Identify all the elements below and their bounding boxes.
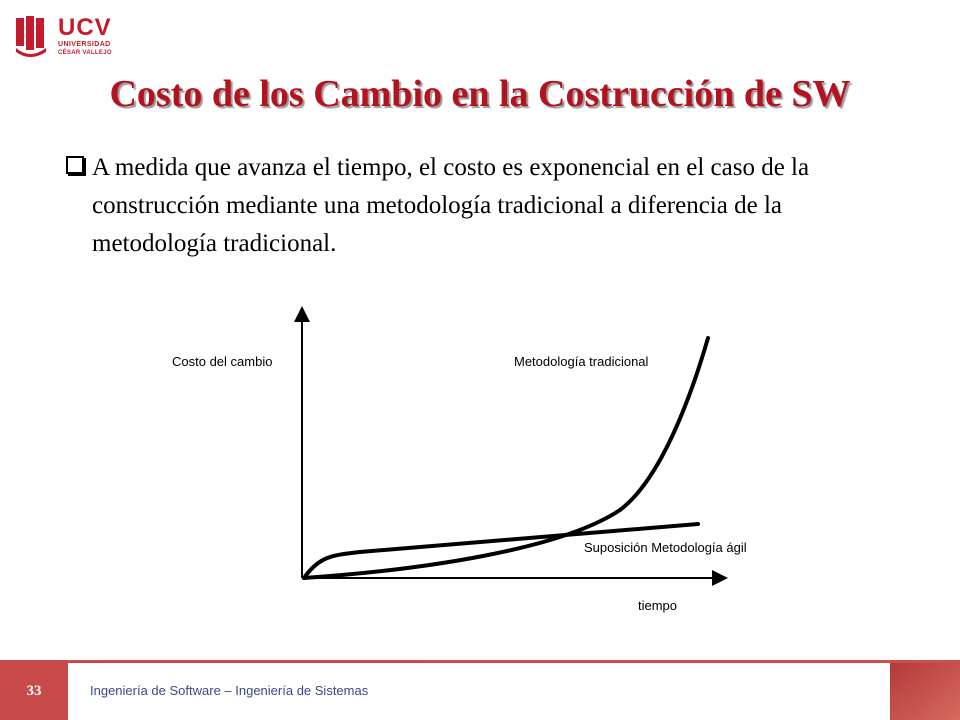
ucv-shield-icon — [16, 16, 46, 57]
x-axis-label: tiempo — [638, 598, 677, 613]
checkbox-bullet-icon — [66, 156, 84, 174]
cost-of-change-chart: Costo del cambio tiempo Metodología trad… — [172, 306, 747, 613]
logo-line-2: CÉSAR VALLEJO — [58, 50, 112, 56]
ucv-logo: UCV UNIVERSIDAD CÉSAR VALLEJO — [16, 14, 116, 60]
series-line-agile — [302, 522, 700, 580]
y-axis-label: Costo del cambio — [172, 354, 272, 369]
slide-body-text: A medida que avanza el tiempo, el costo … — [92, 154, 810, 257]
footer-panel — [68, 663, 890, 720]
slide-title: Costo de los Cambio en la Costrucción de… — [109, 73, 851, 115]
series-label-traditional: Metodología tradicional — [514, 354, 649, 369]
footer-accent — [890, 663, 960, 720]
series-line-traditional — [302, 336, 710, 580]
page-number: 33 — [26, 683, 42, 699]
footer-text: Ingeniería de Software – Ingeniería de S… — [90, 683, 369, 698]
series-label-agile: Suposición Metodología ágil — [584, 540, 747, 555]
logo-line-1: UNIVERSIDAD — [58, 41, 111, 48]
logo-brand: UCV — [58, 14, 112, 41]
